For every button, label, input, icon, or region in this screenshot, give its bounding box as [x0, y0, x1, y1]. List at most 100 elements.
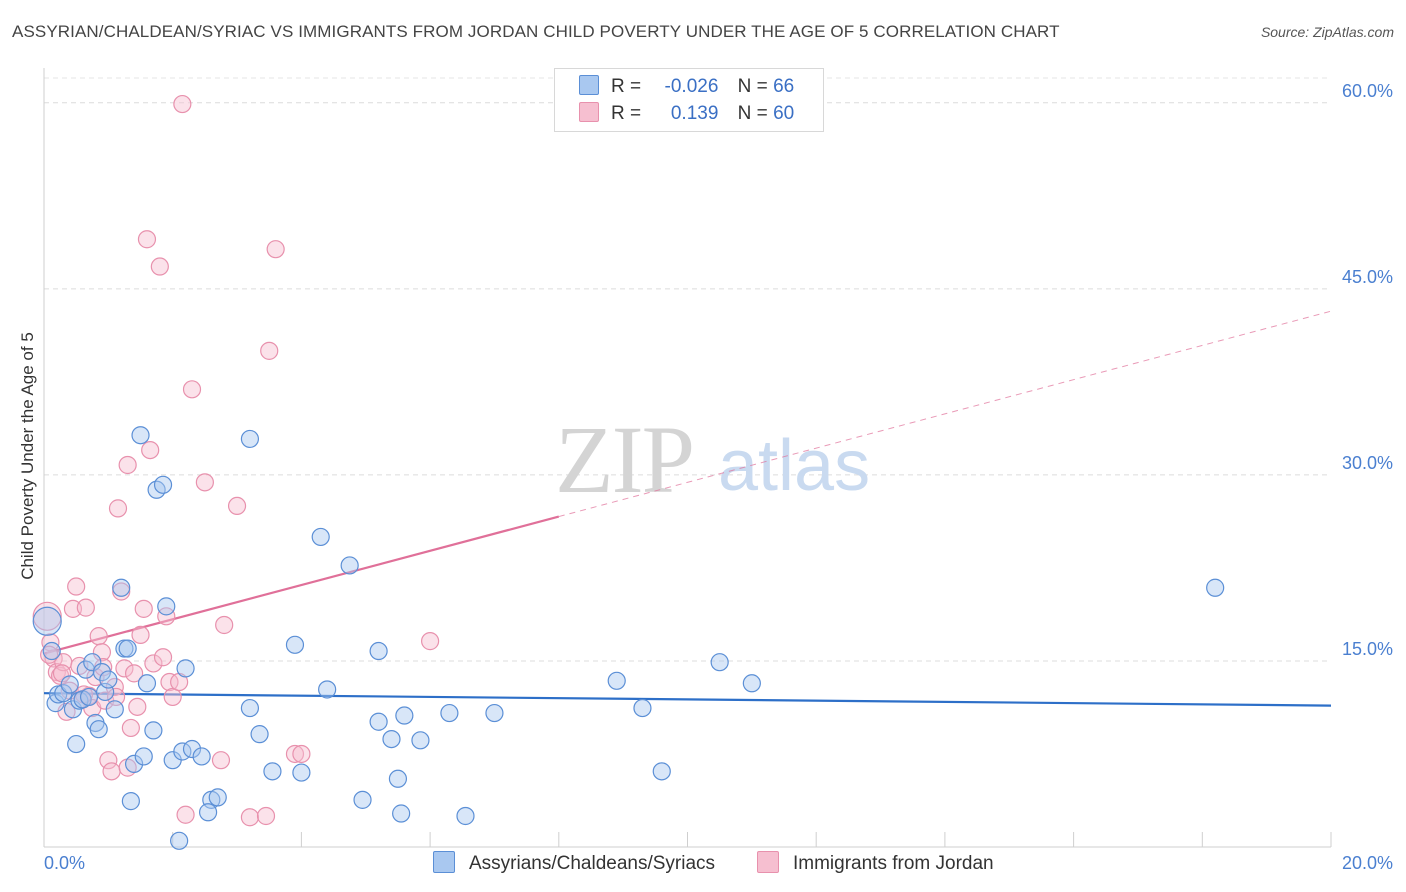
trend-lines: [43, 310, 1332, 707]
point-assyrians: [99, 670, 118, 689]
point-jordan: [134, 599, 153, 618]
legend-row-pink: R = 0.139 N = 60: [579, 102, 794, 126]
axes: [43, 68, 1332, 848]
point-jordan: [195, 473, 214, 492]
legend-row-blue: R = -0.026 N = 66: [579, 75, 794, 99]
point-assyrians: [92, 663, 112, 682]
trend-line-jordan: [43, 515, 560, 655]
point-jordan: [99, 751, 118, 770]
point-assyrians: [182, 739, 202, 759]
point-assyrians: [67, 734, 86, 754]
point-jordan: [292, 744, 311, 764]
point-assyrians: [121, 792, 140, 811]
watermark-atlas: atlas: [718, 426, 870, 506]
point-assyrians: [32, 606, 62, 636]
legend-n-value-2: 60: [773, 103, 795, 124]
point-assyrians: [124, 754, 144, 773]
point-assyrians: [411, 731, 430, 750]
point-assyrians: [285, 635, 305, 654]
point-jordan: [108, 499, 128, 518]
point-assyrians: [89, 720, 108, 739]
point-jordan: [137, 230, 157, 249]
bottom-legend-item-assyrians[interactable]: Assyrians/Chaldeans/Syriacs: [433, 851, 715, 875]
point-assyrians: [137, 674, 157, 693]
point-jordan: [260, 341, 279, 360]
point-jordan: [141, 440, 160, 460]
legend-r-value-1: -0.026: [664, 76, 719, 97]
point-jordan: [63, 599, 83, 618]
point-assyrians: [318, 680, 337, 699]
bottom-legend-label-1: Assyrians/Chaldeans/Syriacs: [469, 853, 716, 874]
point-assyrians: [240, 429, 260, 449]
point-jordan: [227, 496, 247, 516]
point-jordan: [92, 643, 112, 662]
legend-r-label-2: R =: [611, 103, 642, 124]
point-jordan: [118, 455, 137, 475]
point-jordan: [176, 805, 195, 824]
legend-r-label-1: R =: [611, 76, 642, 97]
y-tick-label: 45.0%: [1342, 267, 1393, 287]
point-jordan: [266, 240, 285, 259]
watermark-zip: ZIP: [555, 406, 693, 513]
y-tick-label: 60.0%: [1342, 81, 1393, 101]
point-jordan: [153, 648, 173, 667]
point-assyrians: [42, 641, 61, 661]
point-jordan: [215, 615, 234, 635]
point-jordan: [115, 659, 134, 678]
point-assyrians: [392, 804, 411, 823]
point-assyrians: [60, 675, 79, 694]
source-label: Source: ZipAtlas.com: [1260, 24, 1394, 40]
point-assyrians: [456, 806, 475, 826]
point-assyrians: [607, 671, 626, 690]
legend-n-label-1: N =: [737, 76, 768, 97]
trend-line-jordan-projection: [558, 310, 1332, 518]
point-jordan: [128, 697, 147, 716]
point-assyrians: [157, 597, 176, 616]
point-assyrians: [170, 831, 189, 850]
point-jordan: [76, 598, 95, 617]
correlation-legend: R = -0.026 N = 66 R = 0.139 N = 60: [554, 68, 824, 132]
bottom-legend-swatch-blue: [433, 851, 455, 873]
point-assyrians: [369, 712, 388, 731]
watermark: ZIP atlas: [555, 406, 870, 513]
point-jordan: [144, 654, 163, 673]
point-assyrians: [198, 803, 218, 822]
point-assyrians: [83, 653, 102, 672]
x-tick-label: 20.0%: [1342, 853, 1393, 873]
point-jordan: [150, 257, 169, 276]
point-assyrians: [388, 769, 408, 788]
point-jordan: [182, 380, 202, 399]
point-assyrians: [112, 578, 131, 597]
y-tick-label: 30.0%: [1342, 453, 1393, 473]
point-assyrians: [292, 763, 311, 782]
point-assyrians: [118, 639, 137, 658]
tick-labels: 15.0% 30.0% 45.0% 60.0% 0.0% 20.0%: [44, 81, 1393, 873]
chart-title: ASSYRIAN/CHALDEAN/SYRIAC VS IMMIGRANTS F…: [12, 22, 1060, 41]
point-assyrians: [311, 527, 330, 547]
point-assyrians: [382, 729, 401, 749]
point-assyrians: [633, 698, 652, 718]
bottom-legend-swatch-pink: [757, 851, 779, 873]
point-assyrians: [263, 762, 282, 781]
point-assyrians: [105, 700, 124, 719]
point-assyrians: [208, 788, 227, 807]
point-assyrians: [369, 641, 388, 661]
point-jordan: [256, 806, 276, 826]
point-jordan: [157, 607, 176, 626]
point-assyrians: [240, 698, 260, 718]
gridlines: [44, 77, 1331, 662]
point-assyrians: [652, 762, 671, 781]
point-assyrians: [79, 687, 99, 707]
bottom-legend-item-jordan[interactable]: Immigrants from Jordan: [757, 851, 994, 875]
point-assyrians: [710, 653, 729, 672]
legend-n-label-2: N =: [737, 103, 768, 124]
point-jordan: [211, 751, 231, 770]
legend-r-value-2: 0.139: [670, 103, 719, 124]
point-assyrians: [153, 475, 173, 494]
point-jordan: [89, 627, 108, 646]
y-tick-label: 15.0%: [1342, 639, 1393, 659]
point-jordan: [173, 94, 192, 114]
point-assyrians: [440, 703, 459, 723]
point-jordan: [160, 672, 179, 692]
